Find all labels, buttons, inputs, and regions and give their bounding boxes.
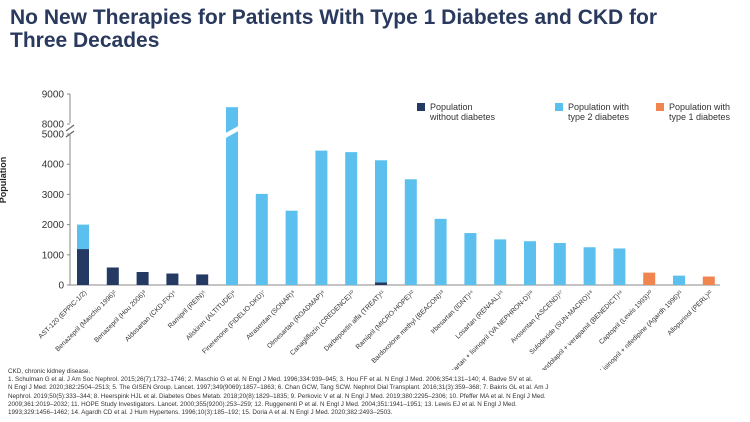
bar-segment: [494, 239, 507, 285]
x-tick-label: Aldosartan (CKD-FIX)⁴: [124, 289, 178, 343]
x-tick-label: Sulodexide (SUN-MACRO)¹⁸: [528, 289, 595, 356]
footnote-line: Nephrol. 2019;50(5):333–344; 8. Heerspin…: [8, 392, 546, 400]
bar-segment: [77, 249, 89, 285]
bar-segment: [285, 210, 298, 285]
bar-segment: [226, 107, 238, 285]
x-tick-label: Benazepril (Hou 2006)³: [93, 289, 148, 344]
legend-swatch-without-diabetes: [417, 103, 425, 111]
y-tick-label: 4000: [42, 160, 65, 171]
y-tick-label: 0: [58, 281, 64, 292]
x-tick-label: AST-120 (EPPIC-1/2): [38, 289, 89, 340]
y-tick-label: 9000: [42, 90, 65, 101]
bar-segment: [643, 272, 656, 285]
x-tick-label: Finerenone (FIDELIO-DKD)⁷: [201, 289, 267, 355]
bar-segment: [673, 275, 685, 285]
y-tick-label: 2000: [42, 220, 65, 231]
bar-break-mark: [283, 125, 300, 139]
y-tick-label: 8000: [42, 120, 65, 131]
bar-segment: [315, 150, 328, 285]
bar-break-mark: [224, 125, 240, 139]
y-tick-label: 5000: [42, 130, 65, 141]
x-tick-label: Aliskiren (ALTITUDE)⁶: [185, 289, 238, 342]
legend-label: Population with type 1 diabetes: [669, 102, 731, 122]
footnote-line: 1. Schulman G et al. J Am Soc Nephrol. 2…: [8, 376, 533, 384]
legend-swatch-type1: [656, 103, 664, 111]
bar-segment: [702, 276, 715, 285]
legend-label: Population with type 2 diabetes: [568, 102, 630, 122]
bar-segment: [106, 267, 119, 285]
x-tick-label: Avosentan (ASCEND)¹⁷: [510, 289, 566, 345]
footnotes: CKD, chronic kidney disease. 1. Schulman…: [8, 368, 743, 417]
footnote-line: 1993;329:1456–1462; 14. Agardh CD et al.…: [8, 409, 393, 417]
bar-segment: [583, 247, 596, 285]
x-tick-label: Canagliflozin (CREDENCE)¹⁰: [288, 289, 356, 357]
bar-segment: [434, 218, 447, 285]
footnote-line: 2009;361:2019–2032; 11. HOPE Study Inves…: [8, 400, 517, 408]
x-tick-label: Benazepril (Maschio 1996)²: [54, 289, 118, 353]
legend-label: Population without diabetes: [430, 102, 496, 122]
bar-segment: [136, 272, 149, 285]
y-tick-label: 1000: [42, 250, 65, 261]
x-tick-label: Ramipril (MICRO-HOPE)¹²: [355, 289, 417, 351]
x-tick-label: Darbepoetin alfa (TREAT)¹¹: [323, 289, 387, 353]
bar-segment: [375, 160, 387, 283]
bar-segment: [613, 248, 626, 285]
x-tick-label: Olmesartan (ROADMAP)⁹: [266, 289, 327, 350]
footnote-line: N Engl J Med. 2020;382:2504–2513; 5. The…: [8, 384, 549, 392]
bar-segment: [255, 193, 268, 285]
page-title: No New Therapies for Patients With Type …: [10, 6, 658, 52]
x-tick-label: Atrasentan (SONAR)⁸: [245, 289, 297, 341]
bar-segment: [166, 273, 179, 285]
axis-break-mark: [65, 124, 75, 132]
footnote-line: CKD, chronic kidney disease.: [8, 368, 91, 375]
x-tick-label: Captopril (Lewis 1993)²⁰: [597, 289, 654, 346]
bar-segment: [345, 152, 358, 285]
bar-break-mark: [253, 125, 270, 139]
y-axis-label: Population: [0, 156, 8, 204]
bar-segment: [404, 179, 417, 285]
legend-swatch-type2: [555, 103, 563, 111]
y-tick-label: 3000: [42, 190, 65, 201]
bar-segment: [196, 274, 209, 285]
bar-segment: [464, 233, 477, 285]
bar-segment: [77, 224, 89, 250]
bar-segment: [553, 243, 566, 285]
bar-segment: [524, 241, 536, 285]
bar-segment: [375, 282, 387, 285]
